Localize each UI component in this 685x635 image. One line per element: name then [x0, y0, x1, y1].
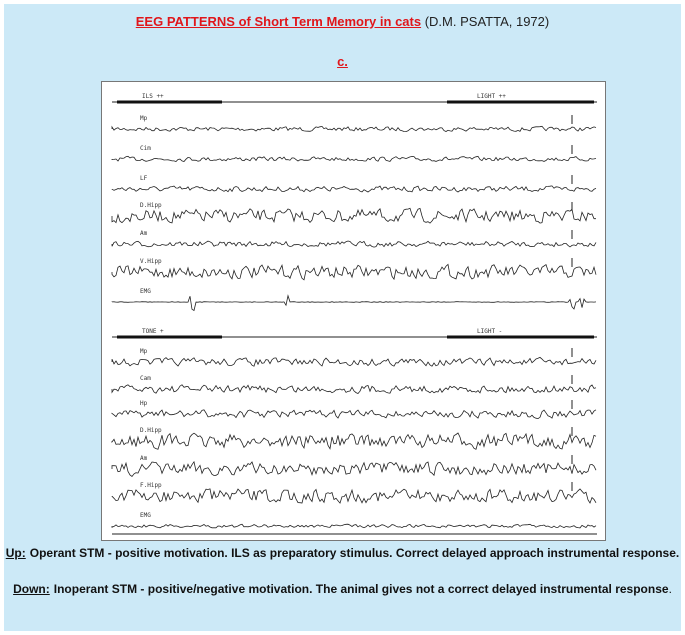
- caption-down-text: Inoperant STM - positive/negative motiva…: [53, 582, 669, 596]
- eeg-trace: [111, 384, 597, 394]
- eeg-figure: ILS ++ LIGHT ++ Mp Cim LF D.Hipp Am V.Hipp EMG TO…: [101, 81, 606, 541]
- channel-label: Hp: [140, 400, 148, 407]
- eeg-trace: [111, 460, 597, 478]
- panel-label[interactable]: c.: [337, 54, 348, 69]
- eeg-trace: [111, 263, 597, 281]
- eeg-trace: [111, 240, 597, 248]
- caption-down-end: .: [668, 582, 672, 596]
- eeg-trace: [111, 185, 597, 193]
- eeg-trace: [111, 294, 597, 312]
- eeg-trace: [111, 488, 597, 504]
- eeg-trace: [111, 207, 596, 224]
- channel-label: Mp: [140, 348, 148, 355]
- channel-label: EMG: [140, 288, 151, 295]
- eeg-traces: ILS ++ LIGHT ++ Mp Cim LF D.Hipp Am V.Hipp EMG TO…: [111, 93, 597, 535]
- channel-label: F.Hipp: [140, 482, 162, 489]
- channel-label: Am: [140, 230, 148, 237]
- caption-up-text: Operant STM - positive motivation. ILS a…: [29, 546, 680, 560]
- channel-label: EMG: [140, 512, 151, 519]
- title[interactable]: EEG PATTERNS of Short Term Memory in cat…: [135, 14, 422, 29]
- marker-label: ILS ++: [142, 93, 164, 100]
- marker-label: LIGHT -: [477, 328, 502, 335]
- page-background: EEG PATTERNS of Short Term Memory in cat…: [4, 4, 681, 631]
- eeg-trace: [111, 155, 597, 162]
- eeg-trace: [111, 523, 597, 529]
- eeg-trace: [111, 125, 597, 133]
- channel-label: Cam: [140, 375, 151, 382]
- channel-label: Am: [140, 455, 148, 462]
- channel-label: D.Hipp: [140, 427, 162, 434]
- marker-label: TONE +: [142, 328, 164, 335]
- eeg-trace: [111, 356, 597, 367]
- channel-label: LF: [140, 175, 148, 182]
- caption-up: Up: Operant STM - positive motivation. IL…: [4, 544, 681, 562]
- eeg-trace: [111, 432, 597, 450]
- caption-down-label: Down:: [13, 582, 50, 596]
- marker-label: LIGHT ++: [477, 93, 506, 100]
- channel-label: V.Hipp: [140, 258, 162, 265]
- channel-label: D.Hipp: [140, 202, 162, 209]
- eeg-trace: [111, 409, 597, 420]
- channel-label: Mp: [140, 115, 148, 122]
- author: (D.M. PSATTA, 1972): [424, 14, 550, 29]
- channel-label: Cim: [140, 145, 151, 152]
- caption-up-label: Up:: [5, 546, 26, 560]
- title-line: EEG PATTERNS of Short Term Memory in cat…: [4, 14, 681, 29]
- caption-down: Down: Inoperant STM - positive/negative m…: [4, 580, 681, 598]
